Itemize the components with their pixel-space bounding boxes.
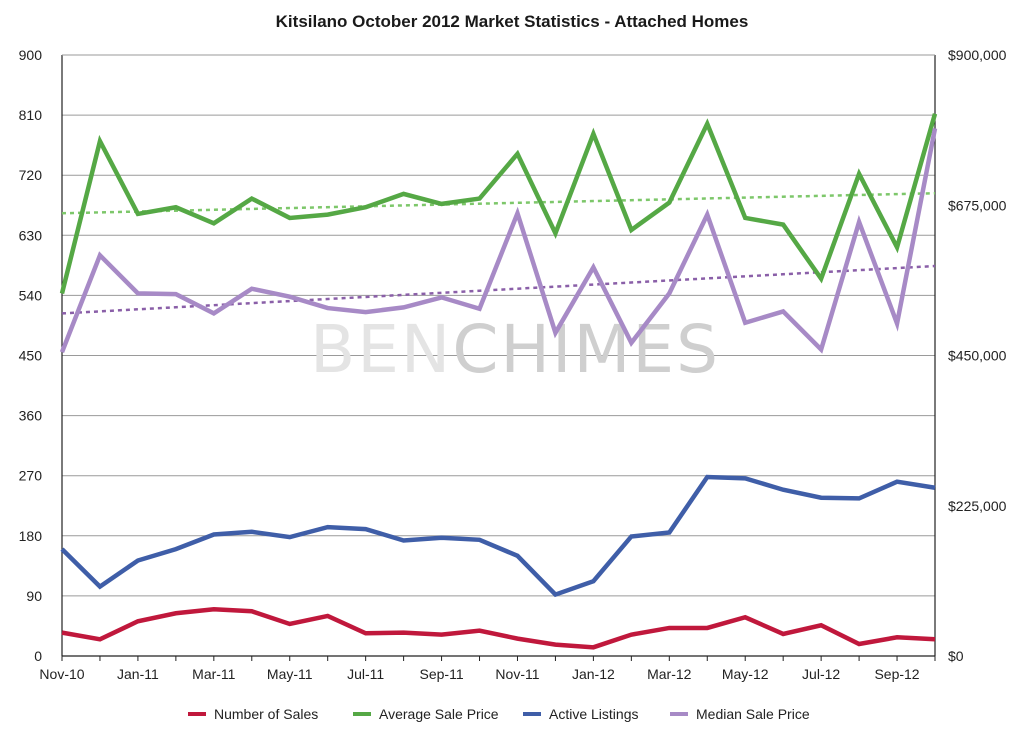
y-left-tick-label: 720	[19, 167, 43, 183]
axes: 0 90 180 270 360 450 540 630 720 810 900 $0 $225,000…	[19, 47, 1007, 682]
legend-label: Number of Sales	[214, 706, 318, 722]
watermark: BENCHIMES	[310, 311, 720, 388]
y-left-tick-label: 360	[19, 408, 43, 424]
series-lines	[59, 113, 938, 650]
y-left-tick-label: 810	[19, 107, 43, 123]
x-tick-label: Mar-11	[192, 666, 236, 682]
x-tick-label: Mar-12	[647, 666, 692, 682]
y-right-tick-label: $225,000	[948, 498, 1007, 514]
y-left-tick-label: 540	[19, 287, 43, 303]
legend-label: Average Sale Price	[379, 706, 499, 722]
legend-label: Median Sale Price	[696, 706, 810, 722]
series-line-number-of-sales	[61, 606, 936, 650]
y-left-tick-label: 450	[19, 348, 43, 364]
y-left-tick-label: 90	[26, 588, 42, 604]
trendline-median-sale-price	[61, 264, 936, 315]
y-left-tick-label: 180	[19, 528, 43, 544]
y-right-tick-label: $900,000	[948, 47, 1007, 63]
watermark-part-1: BEN	[310, 311, 452, 388]
x-tick-label: Nov-11	[495, 666, 539, 682]
x-tick-label: Jan-12	[572, 666, 615, 682]
x-tick-label: Sep-12	[874, 666, 919, 682]
y-left-tick-label: 630	[19, 227, 43, 243]
trendline-average-sale-price	[61, 191, 936, 215]
watermark-text: BENCHIMES	[310, 311, 720, 388]
x-tick-label: May-12	[722, 666, 769, 682]
y-right-tick-label: $0	[948, 648, 964, 664]
x-tick-label: Nov-10	[39, 666, 84, 682]
y-right-tick-label: $675,000	[948, 197, 1007, 213]
x-tick-label: Jul-11	[347, 666, 384, 682]
y-left-tick-label: 900	[19, 47, 43, 63]
legend: Number of Sales Average Sale Price Active …	[188, 706, 810, 722]
watermark-part-2: CHIMES	[452, 311, 720, 388]
y-left-tick-label: 270	[19, 468, 43, 484]
legend-label: Active Listings	[549, 706, 638, 722]
series-line-median-sale-price	[59, 128, 938, 354]
series-line-active-listings	[60, 474, 936, 598]
x-tick-label: May-11	[267, 666, 313, 682]
x-tick-label: Jan-11	[117, 666, 159, 682]
y-left-tick-label: 0	[34, 648, 42, 664]
x-tick-label: Sep-11	[420, 666, 464, 682]
series-line-average-sale-price	[59, 113, 938, 294]
y-right-tick-label: $450,000	[948, 348, 1007, 364]
chart-title: Kitsilano October 2012 Market Statistics…	[275, 12, 749, 31]
x-tick-label: Jul-12	[802, 666, 840, 682]
